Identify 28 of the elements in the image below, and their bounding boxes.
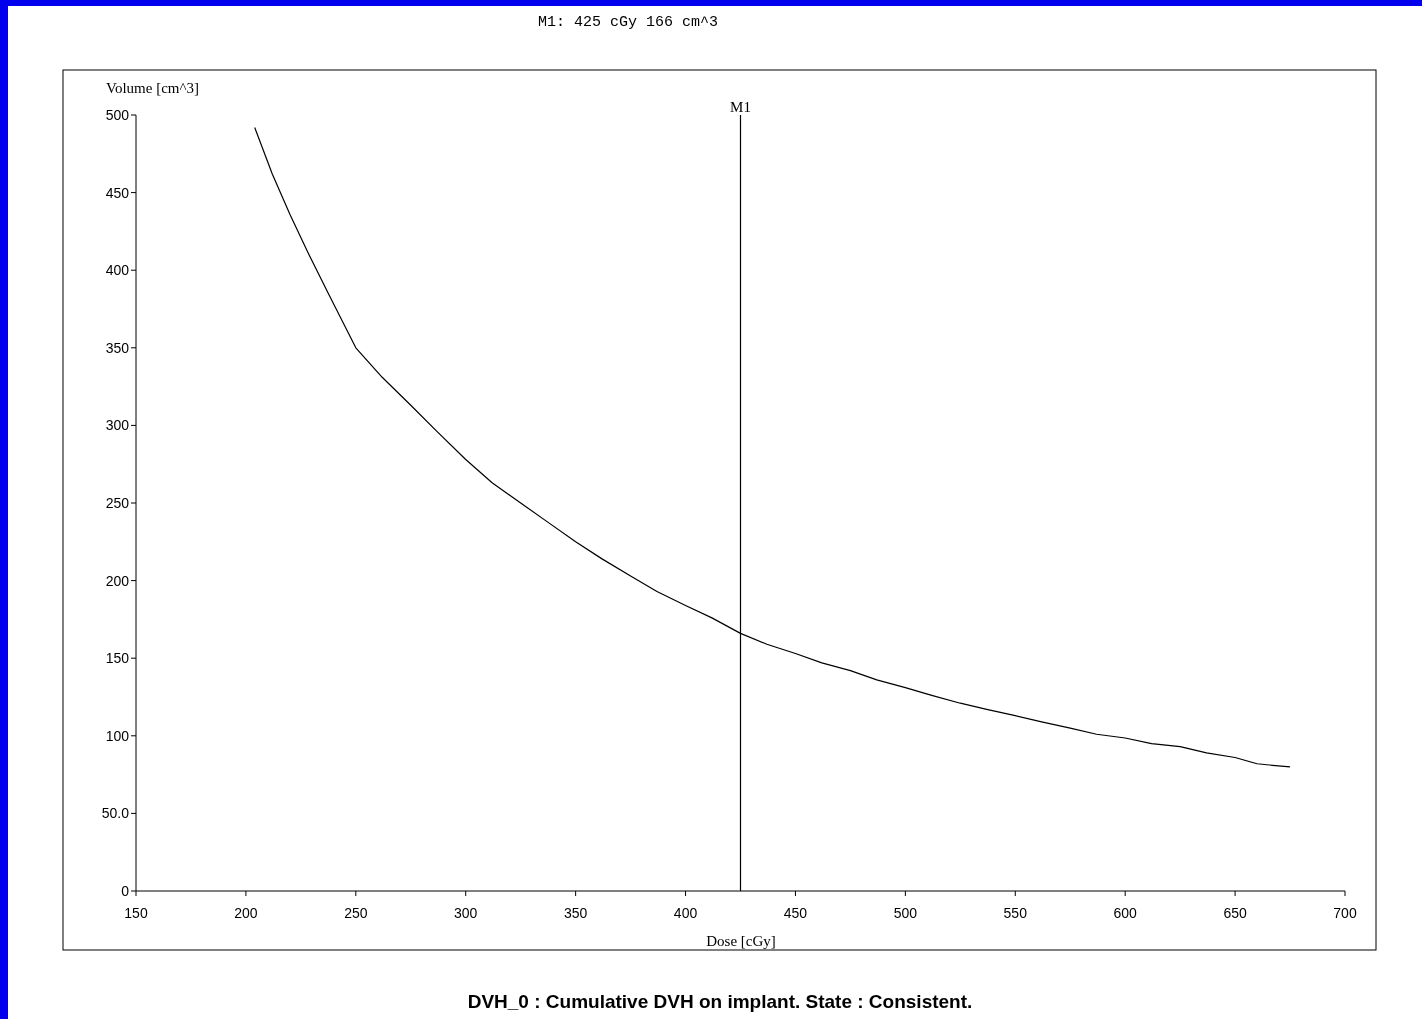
x-tick-label: 300 [454, 905, 478, 921]
y-tick-label: 250 [105, 495, 130, 511]
y-tick-label: 0 [121, 883, 130, 899]
text: M1: 425 cGy 166 cm^3 [537, 14, 719, 31]
text: DVH_0 : Cumulative DVH on implant. State : Consistent. [467, 991, 973, 1012]
x-tick-label: 650 [1223, 905, 1247, 921]
x-tick-label: 600 [1113, 905, 1138, 921]
x-tick-label: 450 [783, 905, 808, 921]
x-tick-label: 400 [673, 905, 698, 921]
y-axis-title: Volume [cm^3] [106, 80, 199, 96]
y-tick-label: 300 [105, 417, 130, 434]
ref-line-label: M1 [730, 99, 751, 115]
y-tick-label: 150 [105, 650, 130, 667]
x-tick-label: 200 [234, 905, 258, 921]
y-tick-label: 350 [105, 339, 130, 356]
x-tick-label: 700 [1333, 905, 1357, 921]
y-tick-label: 400 [105, 262, 130, 279]
y-tick-label: 500 [105, 107, 130, 123]
x-tick-label: 150 [124, 905, 148, 921]
y-tick-label: 200 [105, 572, 130, 589]
x-tick-label: 550 [1003, 905, 1028, 921]
x-axis-title: Dose [cGy] [706, 933, 776, 949]
y-tick-label: 50.0 [101, 805, 130, 822]
x-tick-label: 350 [563, 905, 588, 921]
x-tick-label: 250 [344, 905, 368, 921]
y-tick-label: 100 [105, 727, 130, 744]
y-tick-label: 450 [105, 184, 130, 201]
x-tick-label: 500 [893, 905, 918, 921]
